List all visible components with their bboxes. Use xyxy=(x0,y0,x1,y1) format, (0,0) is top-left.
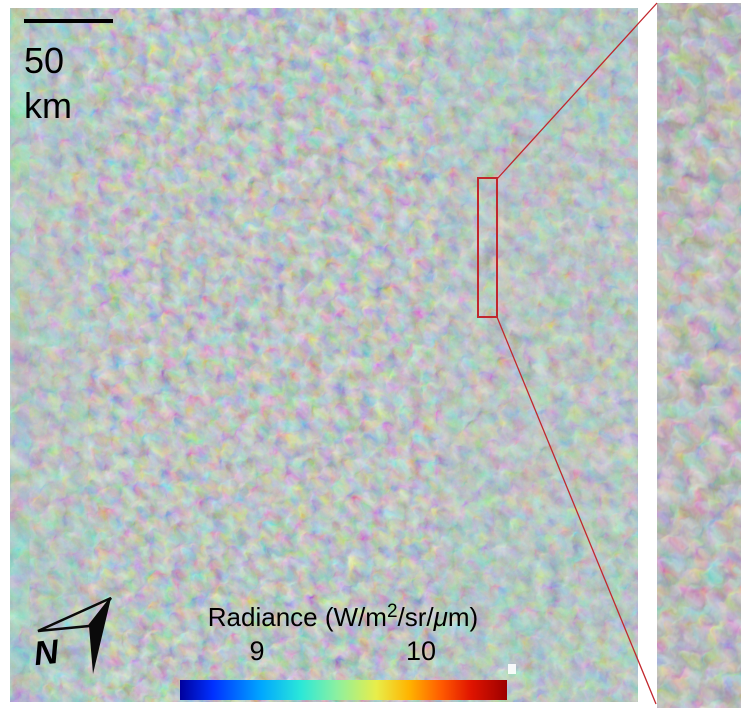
colorbar-title-superscript: 2 xyxy=(386,601,398,622)
colorbar-title-mid: /sr/ xyxy=(397,602,434,632)
scale-bar-unit: km xyxy=(24,85,72,126)
scale-bar-label: 50 km xyxy=(24,38,72,128)
colorbar-title-suffix: m) xyxy=(447,602,479,632)
colorbar-title-prefix: Radiance (W/m xyxy=(207,602,387,632)
scale-bar-value: 50 xyxy=(24,40,65,81)
colorbar-title: Radiance (W/m2/sr/μm) xyxy=(163,601,523,633)
scale-bar-line xyxy=(24,19,113,23)
map-grain-texture xyxy=(10,8,638,702)
north-label: N xyxy=(32,632,61,674)
inset-grayscale-image xyxy=(657,3,741,708)
colorbar-title-mu: μ xyxy=(433,602,448,632)
colorbar-tick-label-10: 10 xyxy=(405,636,437,666)
inset-grain-texture xyxy=(657,3,741,708)
colorbar-gradient xyxy=(180,680,507,700)
colorbar-tick-label-9: 9 xyxy=(249,636,265,666)
radiance-map-image xyxy=(10,8,638,702)
